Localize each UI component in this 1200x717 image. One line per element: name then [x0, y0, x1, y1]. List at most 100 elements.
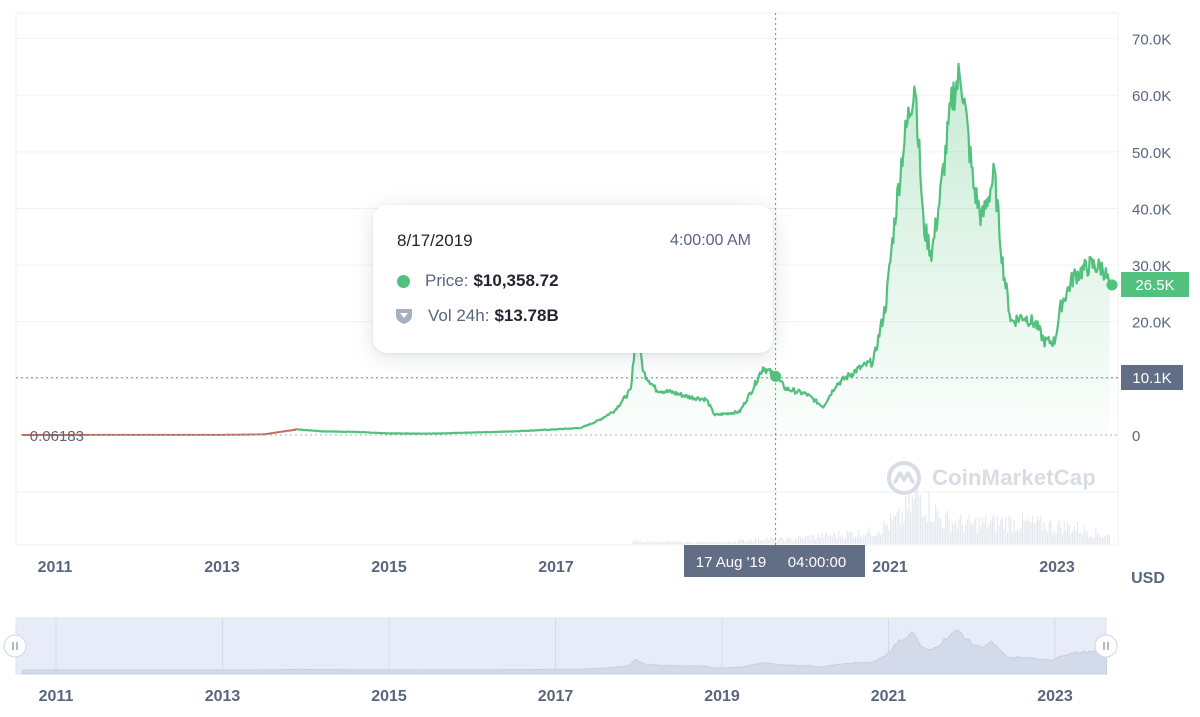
volume-bar [1003, 529, 1005, 544]
y-tick-label: 70.0K [1132, 32, 1171, 49]
volume-bar [1090, 535, 1092, 544]
volume-bar [965, 525, 967, 544]
volume-bar [723, 542, 725, 544]
volume-bar [1058, 519, 1060, 544]
volume-bar [821, 532, 823, 544]
volume-bar [784, 541, 786, 544]
volume-bar [839, 536, 841, 544]
volume-bar [804, 535, 806, 544]
current-price-point [1106, 279, 1118, 291]
crosshair-price-label: 10.1K [1132, 370, 1171, 387]
volume-bar [766, 537, 768, 544]
navigator-right-handle[interactable] [1094, 634, 1118, 658]
volume-bar [731, 541, 733, 544]
volume-bar [901, 510, 903, 544]
volume-bar [873, 536, 875, 544]
volume-bar [799, 536, 801, 544]
volume-bar [890, 514, 892, 544]
volume-bar [656, 542, 658, 544]
volume-bar [679, 541, 681, 544]
volume-bar [891, 520, 893, 544]
volume-bar [878, 532, 880, 544]
volume-bar [714, 542, 716, 544]
volume-bar [968, 515, 970, 544]
volume-bar [861, 538, 863, 544]
volume-bar [976, 533, 978, 544]
volume-bar [654, 540, 656, 544]
volume-bar [798, 536, 800, 544]
volume-bar [824, 531, 826, 544]
volume-bar [634, 541, 636, 544]
volume-bar [831, 536, 833, 544]
volume-bar [691, 542, 693, 544]
volume-bar [883, 520, 885, 544]
volume-bar [980, 525, 982, 544]
volume-bar [943, 527, 945, 544]
volume-bar [958, 518, 960, 544]
navigator-tick-label: 2015 [371, 688, 407, 705]
volume-bar [963, 532, 965, 544]
volume-bar [946, 510, 948, 544]
volume-bar [1105, 537, 1107, 544]
volume-bar [636, 539, 638, 544]
volume-bar [717, 541, 720, 544]
x-tick-label: 2013 [204, 559, 240, 576]
navigator-tick-label: 2013 [205, 688, 241, 705]
volume-bar [651, 540, 653, 544]
volume-bar [764, 541, 766, 544]
volume-bar [719, 542, 721, 544]
volume-bar [813, 534, 815, 544]
volume-bar [925, 514, 927, 544]
volume-bar [1092, 537, 1094, 544]
volume-bar [1107, 534, 1109, 544]
volume-bar [851, 532, 853, 544]
volume-bar [991, 517, 993, 544]
volume-bar [659, 542, 661, 544]
volume-bar [677, 540, 680, 544]
volume-bar [789, 537, 791, 544]
volume-bar [666, 540, 668, 544]
volume-bar [938, 517, 940, 544]
volume-bar [995, 531, 997, 544]
volume-bar [642, 541, 644, 544]
volume-bar [910, 511, 912, 544]
volume-bar [744, 541, 746, 544]
volume-bar [641, 542, 643, 544]
volume-bar [763, 540, 765, 544]
volume-bar [738, 540, 740, 544]
volume-bar [928, 490, 930, 544]
volume-bar [993, 514, 995, 544]
y-tick-label: 50.0K [1132, 145, 1171, 162]
volume-bar [973, 519, 975, 544]
y-tick-label: 60.0K [1132, 88, 1171, 105]
volume-bar [1045, 529, 1047, 544]
tooltip-price-label: Price: [425, 271, 469, 290]
volume-bar [1043, 522, 1045, 544]
volume-bar [729, 541, 731, 544]
volume-bar [811, 535, 813, 544]
volume-bar [682, 542, 685, 544]
volume-bar [724, 542, 726, 544]
coinmarketcap-logo-icon [887, 461, 921, 495]
volume-bar [1021, 513, 1024, 544]
volume-bar [834, 534, 836, 544]
volume-bar [794, 538, 796, 544]
volume-bar [1060, 527, 1062, 544]
volume-bar [721, 542, 723, 544]
volume-bar [819, 537, 821, 544]
volume-bar [1000, 519, 1002, 544]
volume-bar [657, 541, 659, 544]
volume-bar [1041, 530, 1044, 544]
volume-bar [1048, 521, 1050, 544]
volume-bar [701, 542, 703, 544]
volume-bar [646, 541, 648, 544]
volume-bar [697, 541, 700, 544]
volume-bar [829, 534, 831, 544]
volume-bar [856, 536, 858, 544]
volume-bar [664, 541, 666, 544]
volume-bar [671, 542, 673, 544]
volume-bar [781, 537, 783, 544]
navigator-left-handle[interactable] [3, 634, 27, 658]
volume-bar [786, 537, 788, 544]
